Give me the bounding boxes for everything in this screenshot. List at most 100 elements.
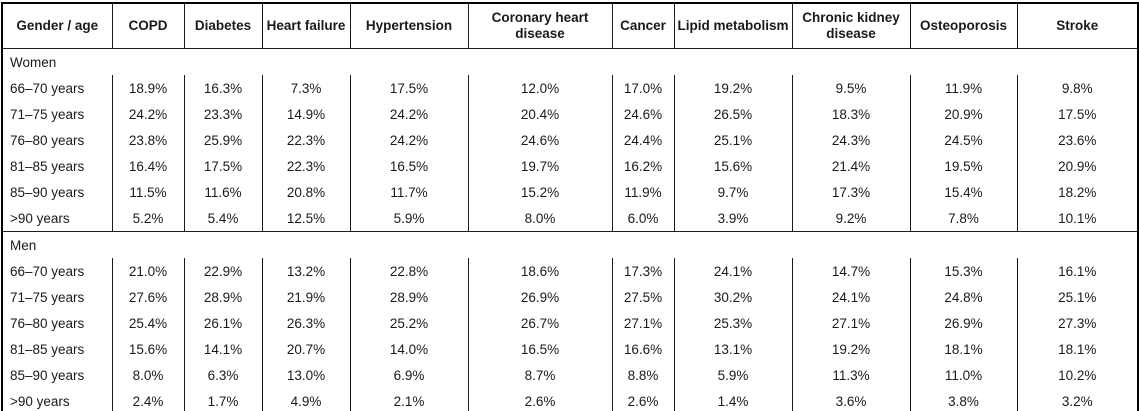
column-header: Cancer: [611, 2, 675, 49]
cell-value: 11.0%: [909, 362, 1018, 388]
cell-value: 22.9%: [183, 258, 263, 284]
cell-value: 11.5%: [111, 179, 185, 205]
cell-value: 17.3%: [791, 179, 911, 205]
cell-value: 19.2%: [791, 336, 911, 362]
cell-value: 18.3%: [791, 101, 911, 127]
table-row: 71–75 years 24.2% 23.3% 14.9% 24.2% 20.4% 24.6…: [1, 101, 1139, 127]
cell-value: 5.9%: [673, 362, 793, 388]
cell-value: 11.9%: [611, 179, 675, 205]
cell-value: 27.1%: [611, 310, 675, 336]
cell-value: 24.5%: [909, 127, 1018, 153]
table-row: 81–85 years 15.6% 14.1% 20.7% 14.0% 16.5% 16.6…: [1, 336, 1139, 362]
cell-value: 17.0%: [611, 75, 675, 101]
cell-value: 2.6%: [467, 388, 613, 411]
cell-value: 24.1%: [791, 284, 911, 310]
column-header: Gender / age: [1, 2, 113, 49]
cell-value: 14.7%: [791, 258, 911, 284]
cell-value: 9.2%: [791, 205, 911, 232]
cell-value: 16.4%: [111, 153, 185, 179]
cell-value: 5.4%: [183, 205, 263, 232]
cell-value: 26.5%: [673, 101, 793, 127]
cell-value: 15.4%: [909, 179, 1018, 205]
cell-value: 7.3%: [261, 75, 351, 101]
cell-value: 23.8%: [111, 127, 185, 153]
cell-value: 19.7%: [467, 153, 613, 179]
header-row: Gender / age COPD Diabetes Heart failure Hyp…: [1, 2, 1139, 49]
cell-value: 1.7%: [183, 388, 263, 411]
cell-value: 26.1%: [183, 310, 263, 336]
cell-value: 16.6%: [611, 336, 675, 362]
cell-value: 5.2%: [111, 205, 185, 232]
cell-value: 16.1%: [1016, 258, 1139, 284]
column-header: Stroke: [1016, 2, 1139, 49]
section-row: Men: [1, 231, 1139, 258]
cell-value: 26.3%: [261, 310, 351, 336]
cell-value: 26.9%: [467, 284, 613, 310]
cell-value: 24.4%: [611, 127, 675, 153]
cell-value: 28.9%: [349, 284, 469, 310]
cell-value: 17.5%: [183, 153, 263, 179]
cell-value: 6.0%: [611, 205, 675, 232]
column-header: Osteoporosis: [909, 2, 1018, 49]
row-label: 81–85 years: [1, 336, 113, 362]
cell-value: 24.2%: [349, 101, 469, 127]
cell-value: 12.5%: [261, 205, 351, 232]
cell-value: 3.6%: [791, 388, 911, 411]
table-row: 76–80 years 25.4% 26.1% 26.3% 25.2% 26.7% 27.1…: [1, 310, 1139, 336]
row-label: 85–90 years: [1, 179, 113, 205]
cell-value: 10.2%: [1016, 362, 1139, 388]
cell-value: 9.8%: [1016, 75, 1139, 101]
cell-value: 26.7%: [467, 310, 613, 336]
cell-value: 20.7%: [261, 336, 351, 362]
column-header: Coronary heart disease: [467, 2, 613, 49]
cell-value: 13.0%: [261, 362, 351, 388]
cell-value: 11.9%: [909, 75, 1018, 101]
cell-value: 14.9%: [261, 101, 351, 127]
table-body: Women 66–70 years 18.9% 16.3% 7.3% 17.5% 12.0%…: [1, 48, 1139, 411]
cell-value: 16.3%: [183, 75, 263, 101]
cell-value: 14.1%: [183, 336, 263, 362]
cell-value: 18.2%: [1016, 179, 1139, 205]
cell-value: 15.2%: [467, 179, 613, 205]
row-label: 66–70 years: [1, 258, 113, 284]
cell-value: 18.1%: [1016, 336, 1139, 362]
row-label: 76–80 years: [1, 127, 113, 153]
cell-value: 5.9%: [349, 205, 469, 232]
cell-value: 19.2%: [673, 75, 793, 101]
cell-value: 23.6%: [1016, 127, 1139, 153]
cell-value: 24.2%: [349, 127, 469, 153]
section-label: Men: [1, 231, 1139, 258]
cell-value: 7.8%: [909, 205, 1018, 232]
cell-value: 27.5%: [611, 284, 675, 310]
cell-value: 26.9%: [909, 310, 1018, 336]
cell-value: 15.3%: [909, 258, 1018, 284]
column-header: COPD: [111, 2, 185, 49]
cell-value: 25.1%: [1016, 284, 1139, 310]
cell-value: 2.4%: [111, 388, 185, 411]
row-label: 76–80 years: [1, 310, 113, 336]
cell-value: 24.3%: [791, 127, 911, 153]
cell-value: 22.3%: [261, 127, 351, 153]
cell-value: 16.5%: [467, 336, 613, 362]
cell-value: 18.6%: [467, 258, 613, 284]
cell-value: 25.4%: [111, 310, 185, 336]
cell-value: 20.8%: [261, 179, 351, 205]
cell-value: 25.3%: [673, 310, 793, 336]
cell-value: 24.6%: [611, 101, 675, 127]
cell-value: 27.1%: [791, 310, 911, 336]
cell-value: 22.3%: [261, 153, 351, 179]
cell-value: 25.2%: [349, 310, 469, 336]
row-label: 81–85 years: [1, 153, 113, 179]
table-row: 85–90 years 8.0% 6.3% 13.0% 6.9% 8.7% 8.8% 5.9%…: [1, 362, 1139, 388]
cell-value: 21.4%: [791, 153, 911, 179]
cell-value: 2.1%: [349, 388, 469, 411]
cell-value: 21.9%: [261, 284, 351, 310]
cell-value: 28.9%: [183, 284, 263, 310]
cell-value: 17.3%: [611, 258, 675, 284]
cell-value: 30.2%: [673, 284, 793, 310]
table-row: 66–70 years 18.9% 16.3% 7.3% 17.5% 12.0% 17.0%…: [1, 75, 1139, 101]
cell-value: 20.4%: [467, 101, 613, 127]
table-row: >90 years 5.2% 5.4% 12.5% 5.9% 8.0% 6.0% 3.9% 9.…: [1, 205, 1139, 232]
cell-value: 11.6%: [183, 179, 263, 205]
